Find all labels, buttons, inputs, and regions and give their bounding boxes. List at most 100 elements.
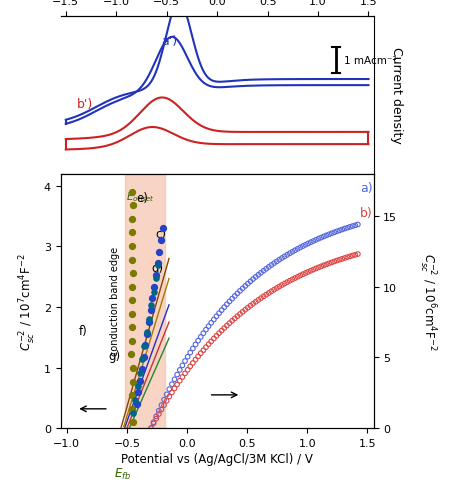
Text: a): a): [360, 181, 373, 194]
Point: [302, 270, 309, 277]
Text: e): e): [136, 192, 148, 204]
Point: [310, 266, 317, 274]
Point: [278, 255, 285, 262]
Point: [236, 310, 243, 318]
Point: [187, 349, 194, 357]
Point: [128, 324, 135, 332]
Point: [236, 287, 243, 295]
Point: [156, 248, 163, 256]
Point: [154, 260, 161, 268]
Point: [207, 338, 215, 346]
Point: [354, 221, 361, 229]
Point: [210, 335, 217, 343]
Point: [179, 362, 186, 369]
Point: [205, 341, 212, 348]
Point: [265, 263, 272, 271]
Point: [268, 288, 275, 296]
Point: [244, 280, 252, 288]
Point: [273, 258, 280, 266]
Point: [354, 251, 361, 258]
Text: a'): a'): [161, 35, 177, 48]
Text: f): f): [79, 325, 88, 337]
Point: [239, 308, 246, 316]
Point: [255, 272, 262, 279]
Point: [331, 229, 338, 237]
Point: [134, 382, 141, 390]
Text: b'): b'): [76, 98, 93, 111]
Point: [153, 272, 160, 279]
Point: [128, 405, 135, 413]
Point: [161, 396, 168, 404]
Point: [129, 256, 136, 264]
Point: [158, 401, 165, 409]
Text: c): c): [156, 228, 167, 241]
Point: [143, 329, 150, 336]
Text: g): g): [109, 349, 121, 362]
Point: [129, 409, 136, 417]
Point: [226, 298, 233, 306]
Point: [292, 247, 299, 255]
Y-axis label: Current density: Current density: [390, 47, 403, 144]
Point: [270, 286, 278, 294]
Point: [150, 419, 157, 426]
Point: [249, 300, 256, 308]
Point: [299, 271, 306, 279]
Point: [147, 307, 154, 315]
Point: [289, 276, 296, 284]
Point: [229, 317, 236, 325]
Point: [307, 267, 314, 275]
Point: [247, 278, 254, 286]
Point: [158, 406, 165, 413]
Point: [270, 260, 278, 268]
Point: [328, 259, 335, 267]
Point: [171, 376, 178, 383]
Point: [265, 289, 272, 297]
Point: [242, 306, 249, 314]
Point: [344, 225, 351, 232]
Point: [286, 277, 293, 285]
Point: [142, 342, 149, 349]
Point: [318, 263, 325, 271]
Point: [194, 353, 202, 361]
Point: [305, 269, 312, 276]
Point: [131, 396, 139, 404]
Point: [129, 337, 136, 345]
Point: [284, 251, 291, 259]
Point: [128, 242, 135, 250]
Point: [158, 237, 165, 244]
Point: [325, 260, 333, 268]
Point: [136, 369, 144, 377]
Point: [305, 240, 312, 248]
Point: [299, 242, 306, 250]
Point: [197, 349, 204, 357]
Point: [205, 323, 212, 331]
Text: 1 mAcm⁻²: 1 mAcm⁻²: [344, 56, 396, 66]
Point: [276, 283, 283, 291]
Point: [216, 330, 223, 337]
Point: [127, 351, 135, 359]
Point: [223, 301, 230, 308]
Point: [187, 363, 194, 370]
Point: [216, 310, 223, 318]
Point: [223, 322, 230, 330]
Point: [207, 319, 215, 327]
Point: [140, 353, 147, 361]
Point: [323, 261, 330, 269]
Point: [130, 378, 137, 386]
Point: [338, 226, 346, 234]
Point: [286, 250, 293, 257]
Point: [184, 366, 191, 374]
Point: [234, 290, 241, 298]
Point: [294, 245, 301, 253]
Point: [148, 302, 155, 309]
Point: [129, 392, 136, 399]
Point: [310, 238, 317, 245]
Point: [213, 332, 220, 340]
Point: [194, 337, 202, 345]
Point: [268, 261, 275, 269]
Point: [138, 365, 145, 373]
Point: [189, 359, 197, 367]
Point: [147, 424, 154, 432]
Point: [168, 380, 176, 388]
Point: [176, 366, 183, 374]
